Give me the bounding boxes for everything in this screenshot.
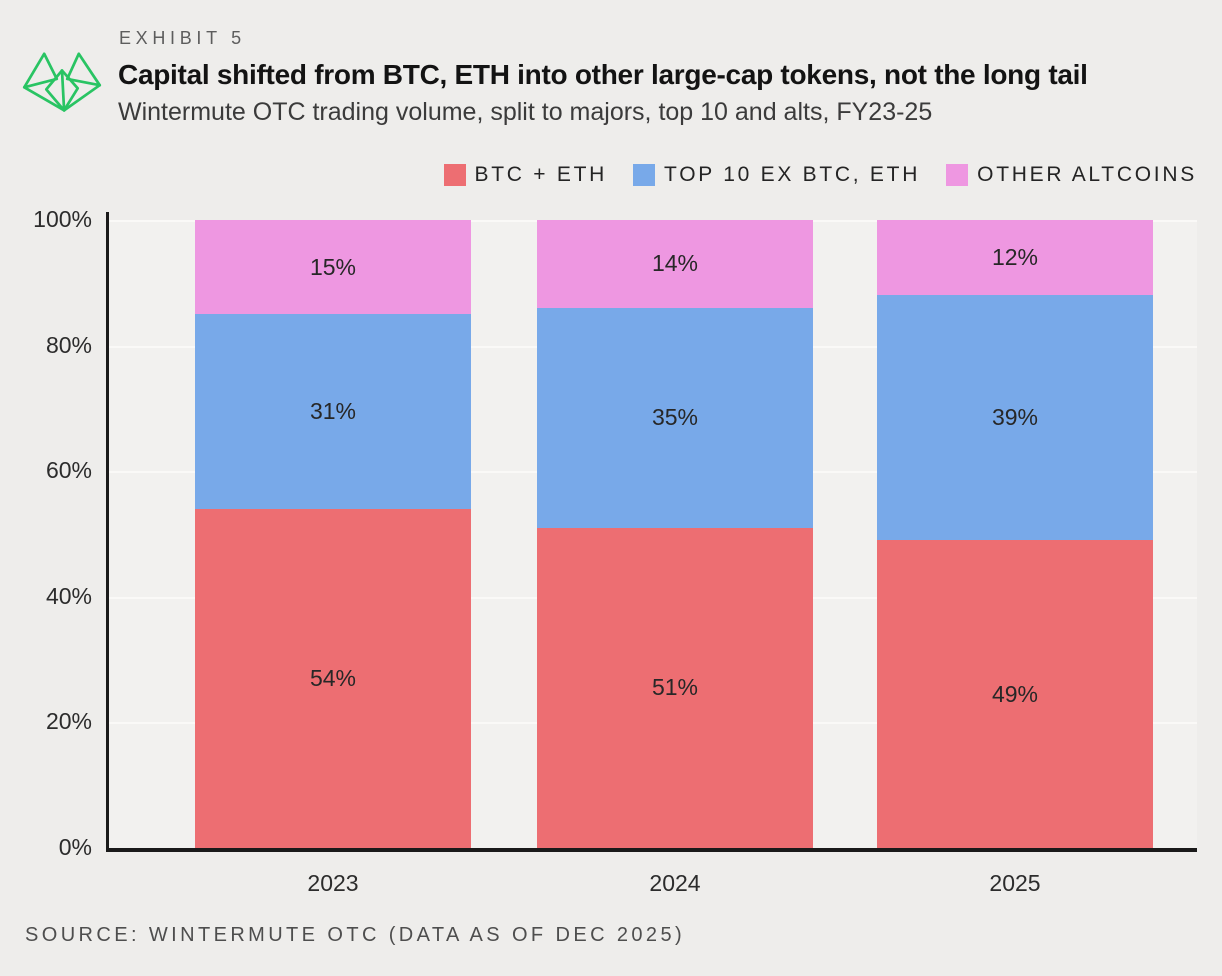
x-tick-label-2025: 2025 <box>989 870 1041 896</box>
wintermute-logo-icon <box>18 48 106 114</box>
segment-value-label: 31% <box>309 398 357 425</box>
legend-item-other-altcoins: OTHER ALTCOINS <box>946 163 1197 187</box>
bar-segment-top-10-ex-btc-eth: 35% <box>537 307 813 528</box>
bar-2024: 14% 35% 51% <box>537 220 813 848</box>
legend-label: OTHER ALTCOINS <box>977 163 1197 186</box>
legend-label: BTC + ETH <box>474 163 608 186</box>
segment-value-label: 35% <box>651 404 699 431</box>
bar-2023: 15% 31% 54% <box>195 220 471 848</box>
segment-value-label: 39% <box>991 404 1039 431</box>
chart-title: Capital shifted from BTC, ETH into other… <box>118 59 1088 90</box>
legend-item-btc-eth: BTC + ETH <box>443 163 608 187</box>
exhibit-label: EXHIBIT 5 <box>119 28 246 48</box>
bar-segment-btc-eth: 49% <box>877 540 1153 848</box>
legend-swatch-icon <box>633 164 656 186</box>
x-tick-label-2023: 2023 <box>307 870 359 896</box>
y-tick-label-40: 40% <box>45 582 92 609</box>
x-tick-label-2024: 2024 <box>649 870 701 896</box>
bar-segment-other-altcoins: 12% <box>877 220 1153 296</box>
bar-segment-other-altcoins: 15% <box>195 220 471 315</box>
bar-segment-top-10-ex-btc-eth: 39% <box>877 295 1153 541</box>
y-tick-label-80: 80% <box>45 331 92 358</box>
y-tick-label-100: 100% <box>33 206 92 232</box>
source-note: SOURCE: WINTERMUTE OTC (DATA AS OF DEC 2… <box>25 924 686 946</box>
chart-subtitle: Wintermute OTC trading volume, split to … <box>118 98 933 126</box>
chart-legend: BTC + ETH TOP 10 EX BTC, ETH OTHER ALTCOIN… <box>443 163 1197 187</box>
bar-segment-other-altcoins: 14% <box>537 220 813 308</box>
y-tick-label-20: 20% <box>45 708 92 735</box>
bar-2025: 12% 39% 49% <box>877 220 1153 848</box>
segment-value-label: 51% <box>651 674 699 701</box>
segment-value-label: 14% <box>651 250 699 277</box>
legend-swatch-icon <box>946 164 969 186</box>
legend-item-top-10-ex-btc-eth: TOP 10 EX BTC, ETH <box>633 163 920 187</box>
legend-label: TOP 10 EX BTC, ETH <box>664 163 921 186</box>
x-axis-line <box>106 848 1197 852</box>
y-tick-label-60: 60% <box>45 457 92 484</box>
bar-segment-top-10-ex-btc-eth: 31% <box>195 314 471 509</box>
legend-swatch-icon <box>443 164 466 186</box>
segment-value-label: 49% <box>991 680 1039 707</box>
y-axis-line <box>106 212 109 852</box>
segment-value-label: 54% <box>309 664 357 691</box>
bar-segment-btc-eth: 54% <box>195 508 471 848</box>
chart-plot-area: 15% 31% 54% 14% 35% 51% 12% 39% 49% <box>108 220 1197 848</box>
segment-value-label: 12% <box>991 244 1039 271</box>
bar-segment-btc-eth: 51% <box>537 527 813 848</box>
segment-value-label: 15% <box>309 253 357 280</box>
y-tick-label-0: 0% <box>58 834 92 860</box>
